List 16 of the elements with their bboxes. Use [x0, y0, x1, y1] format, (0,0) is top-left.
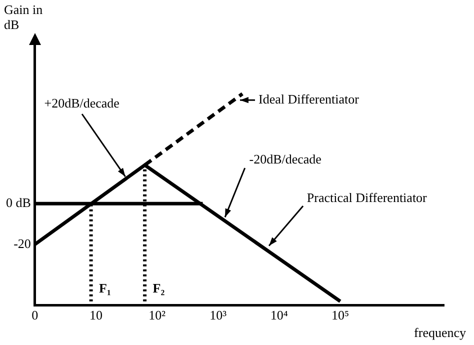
x-tick-label: 10⁵ [331, 308, 350, 323]
y-tick-label: 0 dB [6, 195, 32, 210]
annotation: Ideal Differentiator [258, 91, 360, 106]
annotation: F₂ [152, 280, 165, 296]
annotation: F₁ [99, 280, 111, 296]
annotation: -20dB/decade [249, 151, 322, 166]
x-tick-label: 10⁴ [270, 308, 288, 323]
annotation: +20dB/decade [44, 96, 120, 111]
x-tick-label: 10 [89, 308, 102, 323]
x-axis-title: frequency [414, 325, 466, 341]
y-tick-label: -20 [14, 236, 31, 251]
x-tick-label: 10² [148, 308, 166, 323]
x-tick-label: 0 [32, 308, 38, 323]
annotation: Practical Differentiator [306, 190, 428, 205]
y-axis-title: Gain in dB [4, 2, 44, 32]
x-tick-label: 10³ [210, 308, 227, 323]
